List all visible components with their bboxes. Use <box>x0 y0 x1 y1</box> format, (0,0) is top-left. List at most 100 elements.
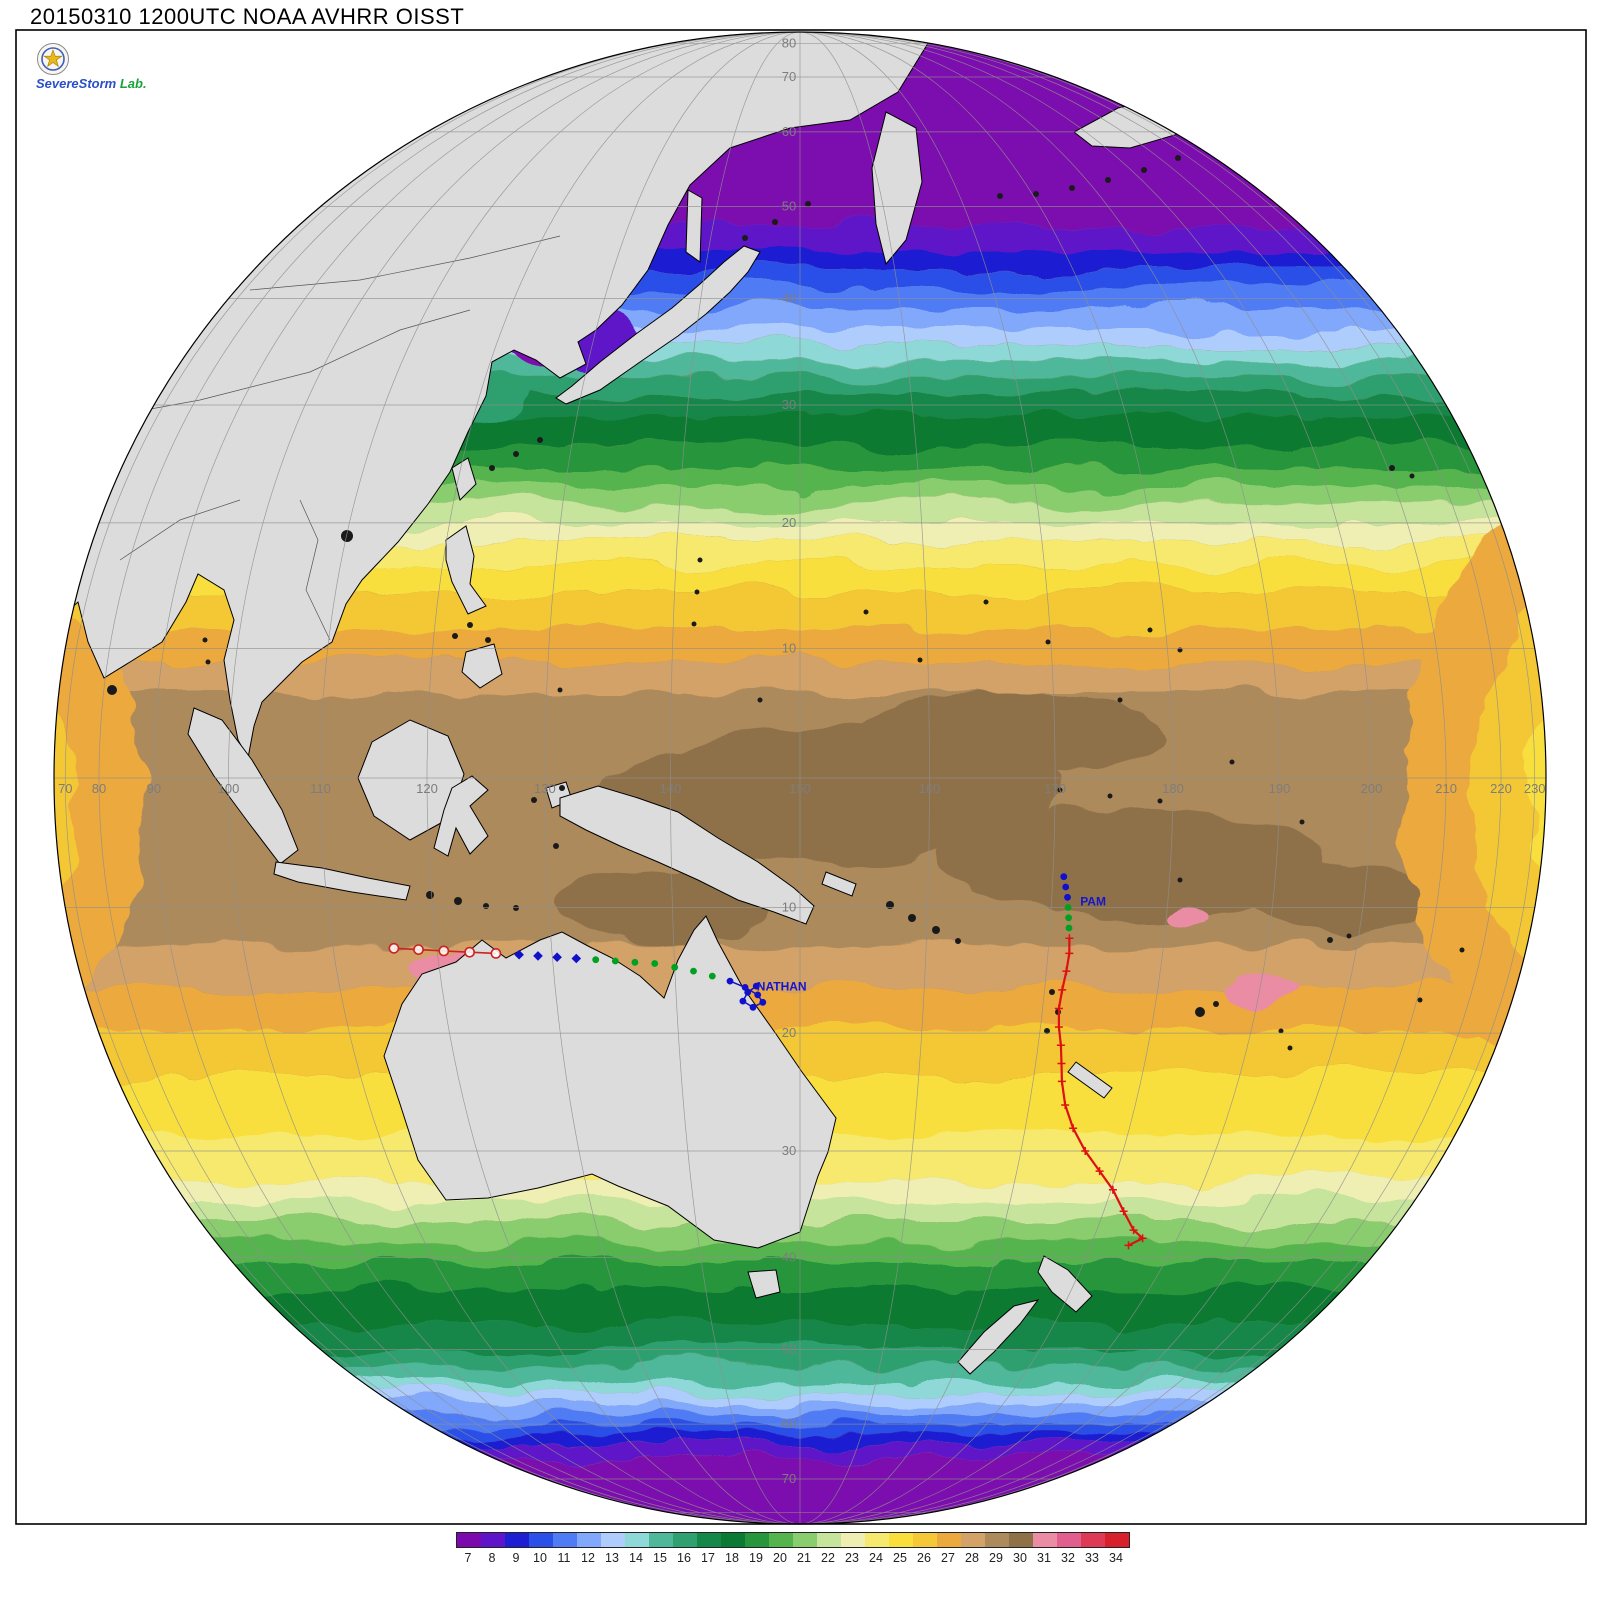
lon-label: 100 <box>218 781 240 796</box>
lon-label: 70 <box>58 781 72 796</box>
land-australia <box>383 915 837 1249</box>
colorbar-tick-label: 10 <box>533 1551 547 1565</box>
land-nz-north-island <box>1037 1255 1093 1313</box>
logo-word-severe: Severe <box>36 76 79 91</box>
colorbar-tick-label: 24 <box>869 1551 883 1565</box>
lon-label: 160 <box>919 781 941 796</box>
lon-label: 90 <box>147 781 161 796</box>
land-new-caledonia <box>1067 1061 1113 1099</box>
lat-label: 40 <box>782 1250 796 1265</box>
colorbar-tick-label: 25 <box>893 1551 907 1565</box>
storm-track-pam: PAM <box>1054 873 1147 1250</box>
colorbar-tick-label: 34 <box>1109 1551 1123 1565</box>
land-new-britain <box>821 871 857 897</box>
colorbar-tick-label: 19 <box>749 1551 763 1565</box>
lon-label: 220 <box>1490 781 1512 796</box>
lon-label: 150 <box>789 781 811 796</box>
colorbar-tick-label: 30 <box>1013 1551 1027 1565</box>
colorbar-tick-label: 18 <box>725 1551 739 1565</box>
colorbar-cell <box>577 1533 601 1547</box>
storm-label-nathan: NATHAN <box>757 980 807 994</box>
lat-label: 50 <box>782 199 796 214</box>
logo-text: SevereStorm Lab. <box>36 77 166 90</box>
colorbar-tick-label: 15 <box>653 1551 667 1565</box>
colorbar-tick-label: 13 <box>605 1551 619 1565</box>
colorbar-tick-label: 31 <box>1037 1551 1051 1565</box>
colorbar-cell <box>937 1533 961 1547</box>
colorbar-cell <box>769 1533 793 1547</box>
severe-storm-lab-logo: SevereStorm Lab. <box>36 42 166 90</box>
lon-label: 110 <box>310 781 331 796</box>
colorbar-cell <box>865 1533 889 1547</box>
colorbar-cell <box>721 1533 745 1547</box>
colorbar-cell <box>793 1533 817 1547</box>
lat-label: 20 <box>782 1025 796 1040</box>
land-sulawesi <box>433 775 489 857</box>
colorbar-cell <box>625 1533 649 1547</box>
lat-label: 60 <box>782 124 796 139</box>
colorbar-cell <box>553 1533 577 1547</box>
lat-label: 10 <box>782 641 796 656</box>
land-tasmania <box>747 1269 781 1299</box>
land-luzon <box>445 525 487 615</box>
lat-label: 80 <box>782 35 796 50</box>
colorbar-tick-label: 16 <box>677 1551 691 1565</box>
colorbar-tick-label: 28 <box>965 1551 979 1565</box>
colorbar-tick-label: 33 <box>1085 1551 1099 1565</box>
colorbar-cell <box>505 1533 529 1547</box>
land-nz-south-island <box>957 1299 1040 1375</box>
map-title: 20150310 1200UTC NOAA AVHRR OISST <box>30 4 465 29</box>
lon-label: 140 <box>660 781 682 796</box>
lon-label: 180 <box>1162 781 1184 796</box>
lat-label: 70 <box>782 1471 796 1486</box>
colorbar-tick-label: 26 <box>917 1551 931 1565</box>
colorbar-cell <box>961 1533 985 1547</box>
colorbar-cell <box>697 1533 721 1547</box>
colorbar-cell <box>1009 1533 1033 1547</box>
storm-label-pam: PAM <box>1080 894 1106 908</box>
lat-label: 30 <box>782 397 796 412</box>
lon-label: 130 <box>534 781 556 796</box>
colorbar-tick-label: 9 <box>512 1551 520 1565</box>
lat-label: 40 <box>782 291 796 306</box>
colorbar-cells <box>456 1532 1130 1548</box>
colorbar-cell <box>1081 1533 1105 1547</box>
land-sakhalin <box>685 189 703 263</box>
colorbar-tick-label: 22 <box>821 1551 835 1565</box>
colorbar-tick-label: 20 <box>773 1551 787 1565</box>
lat-label: 50 <box>782 1342 796 1357</box>
colorbar-cell <box>985 1533 1009 1547</box>
colorbar-tick-label: 29 <box>989 1551 1003 1565</box>
lat-label: 20 <box>782 515 796 530</box>
lon-label: 210 <box>1435 781 1457 796</box>
lon-label: 170 <box>1044 781 1066 796</box>
land-taiwan <box>451 457 477 501</box>
logo-emblem-icon <box>37 43 69 75</box>
colorbar-cell <box>841 1533 865 1547</box>
colorbar-tick-label: 12 <box>581 1551 595 1565</box>
map-frame <box>15 29 1587 1525</box>
colorbar-tick-label: 11 <box>557 1551 571 1565</box>
colorbar-cell <box>673 1533 697 1547</box>
colorbar-tick-label: 32 <box>1061 1551 1075 1565</box>
colorbar-cell <box>745 1533 769 1547</box>
colorbar-tick-label: 8 <box>488 1551 496 1565</box>
lat-label: 60 <box>782 1416 796 1431</box>
grid-labels: 70 80 90 100 110 120 130 140 150 160 170 180 190 200 2… <box>58 35 1545 1486</box>
colorbar: 7 8 9 10 11 12 13 14 15 16 17 18 19 20 21 22 23 24 25 26 27 2… <box>456 1532 1130 1565</box>
colorbar-tick-label: 7 <box>464 1551 472 1565</box>
colorbar-tick-label: 27 <box>941 1551 955 1565</box>
lon-label: 80 <box>92 781 106 796</box>
lon-label: 120 <box>416 781 438 796</box>
colorbar-cell <box>913 1533 937 1547</box>
logo-word-storm: Storm <box>78 76 117 91</box>
colorbar-cell <box>457 1533 481 1547</box>
land-java <box>273 861 411 901</box>
lon-label: 190 <box>1269 781 1291 796</box>
graticule <box>54 32 1546 1524</box>
colorbar-cell <box>649 1533 673 1547</box>
colorbar-tick-label: 14 <box>629 1551 643 1565</box>
colorbar-labels: 7 8 9 10 11 12 13 14 15 16 17 18 19 20 21 22 23 24 25 26 27 2… <box>456 1548 1130 1565</box>
land-new-guinea <box>559 785 815 925</box>
